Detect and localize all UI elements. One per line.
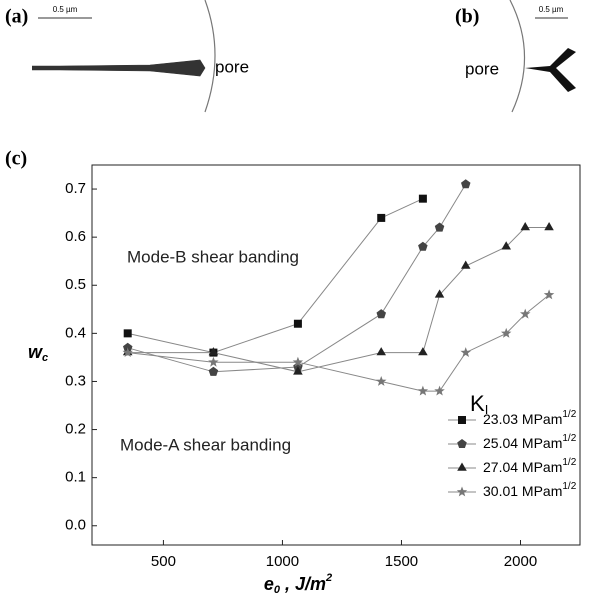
marker (434, 222, 445, 232)
marker (461, 260, 471, 269)
pore-edge (204, 0, 216, 113)
marker (434, 385, 445, 396)
marker (376, 347, 386, 356)
x-tick-label: 500 (151, 553, 176, 570)
legend-name: 23.03 MPam (483, 411, 562, 427)
marker (461, 179, 471, 189)
y-tick-label: 0.1 (65, 469, 86, 486)
legend-label: 27.04 MPam1/2 (483, 457, 577, 475)
scale-label: 0.5 µm (53, 5, 78, 14)
y-tick-label: 0.7 (65, 180, 86, 197)
y-tick-label: 0.4 (65, 324, 86, 341)
legend-sup: 1/2 (562, 409, 576, 420)
x-axis-label: e0 , J/m2 (264, 572, 332, 596)
pore-label: pore (215, 57, 249, 76)
legend-label: 23.03 MPam1/2 (483, 409, 577, 427)
legend-title: KI (470, 391, 488, 418)
marker (501, 241, 511, 250)
legend-label: 25.04 MPam1/2 (483, 433, 577, 451)
scale-label: 0.5 µm (539, 5, 564, 14)
y-tick-label: 0.2 (65, 421, 86, 438)
crack (525, 48, 576, 92)
legend-marker (456, 486, 468, 497)
y-axis-label: wc (28, 342, 48, 364)
marker (208, 366, 219, 376)
series-line (127, 294, 550, 392)
marker (501, 327, 512, 338)
marker (543, 289, 555, 300)
marker (434, 289, 445, 298)
marker (208, 356, 219, 367)
panel-label: (c) (5, 148, 27, 170)
x-tick-label: 1500 (385, 553, 418, 570)
marker (377, 213, 386, 222)
pore-edge (509, 0, 526, 113)
annotation: Mode-B shear banding (127, 247, 299, 266)
marker (418, 347, 428, 356)
marker (293, 366, 303, 375)
plot-frame (91, 164, 581, 546)
legend-sup: 1/2 (562, 457, 576, 468)
y-tick-label: 0.6 (65, 228, 86, 245)
marker (208, 347, 219, 356)
legend-marker (457, 439, 467, 448)
marker (460, 347, 471, 357)
panel-label: (b) (455, 6, 479, 28)
marker (418, 194, 427, 203)
x-tick-label: 2000 (504, 553, 537, 570)
marker (293, 319, 302, 328)
panel-label: (a) (5, 6, 28, 28)
legend-marker (457, 462, 467, 471)
legend-sup: 1/2 (562, 433, 576, 444)
marker (376, 376, 387, 386)
marker (123, 329, 132, 338)
annotation: Mode-A shear banding (120, 435, 291, 454)
x-tick-label: 1000 (266, 553, 299, 570)
marker (292, 356, 304, 367)
marker (417, 385, 429, 396)
series-line (127, 183, 467, 373)
legend-name: 27.04 MPam (483, 459, 562, 475)
marker (122, 347, 133, 357)
legend-name: 30.01 MPam (483, 483, 562, 499)
legend-sup: 1/2 (562, 481, 576, 492)
y-tick-label: 0.3 (65, 372, 86, 389)
legend-label: 30.01 MPam1/2 (483, 481, 577, 499)
crack (32, 59, 206, 77)
y-tick-label: 0.5 (65, 276, 86, 293)
marker (520, 308, 531, 319)
marker (376, 309, 386, 319)
pore-label: pore (465, 59, 499, 78)
marker (520, 222, 530, 231)
legend-name: 25.04 MPam (483, 435, 562, 451)
marker (544, 222, 554, 231)
y-tick-label: 0.0 (65, 517, 86, 534)
legend-marker (458, 416, 466, 424)
marker (418, 241, 428, 251)
